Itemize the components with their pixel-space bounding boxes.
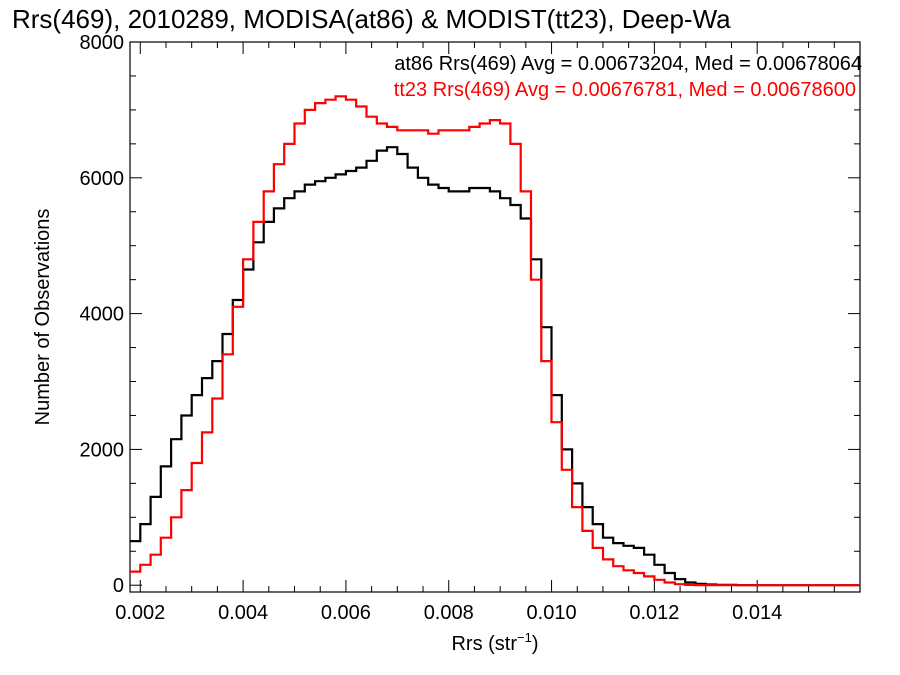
plot-frame <box>129 41 861 593</box>
y-tick-label: 2000 <box>80 439 125 461</box>
x-tick-label: 0.014 <box>732 602 782 624</box>
x-tick-label: 0.004 <box>218 602 268 624</box>
x-tick-label: 0.002 <box>115 602 165 624</box>
series-line-2 <box>130 95 860 587</box>
x-axis-ticks: 0.002 0.004 0.006 0.008 0.010 0.012 0.014 <box>115 42 835 624</box>
y-axis-ticks: 0 2000 4000 6000 8000 <box>80 32 860 597</box>
x-tick-label: 0.008 <box>424 602 474 624</box>
x-tick-label: 0.012 <box>629 602 679 624</box>
plot-area-border <box>129 41 861 593</box>
x-axis-label: Rrs (str−1) <box>451 630 538 655</box>
x-tick-label: 0.006 <box>321 602 371 624</box>
legend-series-1: at86 Rrs(469) Avg = 0.00673204, Med = 0.… <box>394 53 862 75</box>
series-line-1 <box>130 146 860 587</box>
x-tick-label: 0.010 <box>527 602 577 624</box>
series-layer <box>130 95 860 587</box>
y-tick-label: 0 <box>113 575 124 597</box>
y-tick-label: 6000 <box>80 168 125 190</box>
y-axis-label: Number of Observations <box>32 209 54 426</box>
chart-title: Rrs(469), 2010289, MODISA(at86) & MODIST… <box>12 4 731 34</box>
legend-series-2: tt23 Rrs(469) Avg = 0.00676781, Med = 0.… <box>394 79 856 101</box>
y-tick-label: 8000 <box>80 32 125 54</box>
y-tick-label: 4000 <box>80 304 125 326</box>
